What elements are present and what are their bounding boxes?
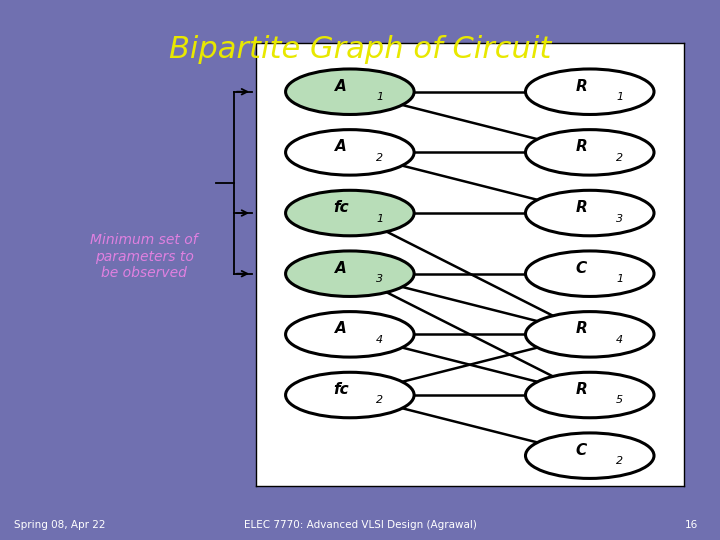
Text: 2: 2 <box>377 153 383 163</box>
Text: 2: 2 <box>616 456 624 466</box>
Text: ELEC 7770: Advanced VLSI Design (Agrawal): ELEC 7770: Advanced VLSI Design (Agrawal… <box>243 520 477 530</box>
Text: 16: 16 <box>685 520 698 530</box>
Ellipse shape <box>286 190 414 236</box>
Text: 1: 1 <box>377 213 383 224</box>
Text: 3: 3 <box>616 213 624 224</box>
Text: 3: 3 <box>377 274 383 284</box>
Ellipse shape <box>286 251 414 296</box>
Text: 2: 2 <box>377 395 383 406</box>
Text: 2: 2 <box>616 153 624 163</box>
Text: A: A <box>336 139 347 154</box>
Text: R: R <box>575 79 587 94</box>
Ellipse shape <box>286 69 414 114</box>
Text: R: R <box>575 321 587 336</box>
Text: fc: fc <box>333 200 349 215</box>
Text: 1: 1 <box>616 274 624 284</box>
Text: R: R <box>575 200 587 215</box>
Ellipse shape <box>526 130 654 175</box>
Ellipse shape <box>526 433 654 478</box>
Text: R: R <box>575 139 587 154</box>
Ellipse shape <box>526 69 654 114</box>
Text: 5: 5 <box>616 395 624 406</box>
Text: 1: 1 <box>377 92 383 102</box>
Ellipse shape <box>526 251 654 296</box>
Text: 4: 4 <box>616 335 624 345</box>
Ellipse shape <box>526 190 654 236</box>
Text: Bipartite Graph of Circuit: Bipartite Graph of Circuit <box>168 35 552 64</box>
Text: Spring 08, Apr 22: Spring 08, Apr 22 <box>14 520 106 530</box>
Ellipse shape <box>526 312 654 357</box>
Ellipse shape <box>286 130 414 175</box>
Text: 4: 4 <box>377 335 383 345</box>
Text: A: A <box>336 79 347 94</box>
Text: Minimum set of
parameters to
be observed: Minimum set of parameters to be observed <box>90 233 198 280</box>
Ellipse shape <box>286 312 414 357</box>
Text: C: C <box>575 261 587 276</box>
Text: fc: fc <box>333 382 349 397</box>
Text: R: R <box>575 382 587 397</box>
Text: A: A <box>336 261 347 276</box>
Ellipse shape <box>286 372 414 418</box>
Text: 1: 1 <box>616 92 624 102</box>
Ellipse shape <box>526 372 654 418</box>
Text: C: C <box>575 443 587 458</box>
Text: A: A <box>336 321 347 336</box>
